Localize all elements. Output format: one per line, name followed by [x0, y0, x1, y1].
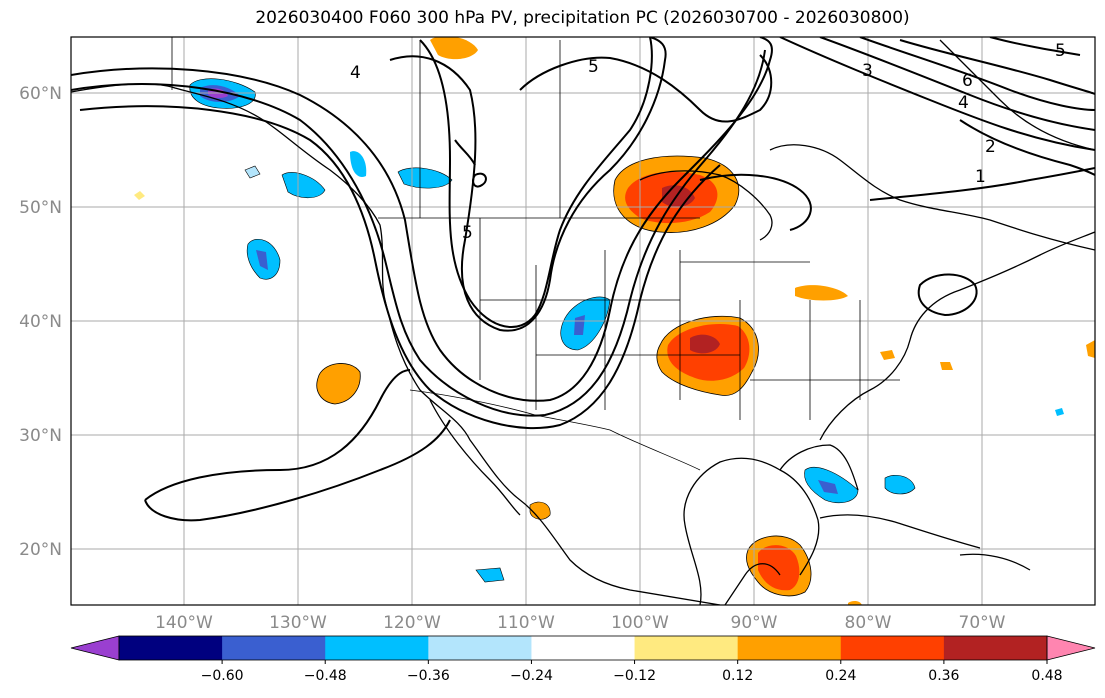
colorbar-extend-low — [70, 635, 120, 661]
contour-label: 4 — [350, 63, 361, 83]
precip-anomaly-positive — [316, 363, 361, 405]
longitude-labels: 140°W 130°W 120°W 110°W 100°W 90°W 80°W … — [155, 613, 1006, 633]
gridlines — [71, 37, 1095, 605]
precip-anomaly-negative — [350, 151, 367, 177]
contour-label: 1 — [975, 167, 986, 187]
contour-label: 4 — [958, 93, 969, 113]
lat-label: 40°N — [19, 312, 62, 332]
precip-shading — [134, 37, 1095, 605]
colorbar-swatch — [840, 636, 945, 660]
colorbar-tick-label: 0.24 — [825, 668, 856, 684]
colorbar-tick-label: −0.48 — [304, 668, 347, 684]
coastlines — [71, 39, 1095, 605]
lat-label: 30°N — [19, 426, 62, 446]
precip-anomaly-positive — [795, 285, 848, 301]
precip-anomaly-negative — [818, 480, 838, 494]
precip-anomaly-positive — [758, 545, 800, 591]
contour-label: 5 — [588, 57, 599, 77]
colorbar-swatch — [943, 636, 1048, 660]
colorbar-tick-label: −0.60 — [201, 668, 244, 684]
precip-anomaly-negative — [475, 567, 505, 583]
precip-anomaly-negative — [1055, 408, 1064, 416]
lon-label: 100°W — [611, 613, 669, 633]
colorbar-tick-label: −0.24 — [510, 668, 553, 684]
colorbar-swatch — [325, 636, 429, 660]
colorbar-swatch — [634, 636, 739, 660]
contour-label-group: 4 5 5 6 4 3 2 1 5 — [350, 41, 1066, 243]
precip-anomaly-positive — [880, 350, 895, 360]
contour-label: 3 — [862, 61, 873, 81]
lon-label: 90°W — [731, 613, 778, 633]
lat-label: 60°N — [19, 84, 62, 104]
lon-label: 140°W — [155, 613, 213, 633]
precip-anomaly-positive — [430, 37, 478, 60]
precip-anomaly-positive — [134, 191, 145, 200]
colorbar: −0.60 −0.48 −0.36 −0.24 −0.12 0.12 0.24 0.36 0.4… — [70, 635, 1096, 684]
pv-contours — [71, 37, 1095, 522]
precip-anomaly-negative — [884, 475, 916, 495]
colorbar-swatch — [737, 636, 842, 660]
contour-label: 2 — [985, 137, 996, 157]
map-title: 2026030400 F060 300 hPa PV, precipitatio… — [255, 8, 910, 28]
precip-anomaly-negative — [256, 250, 268, 270]
political-borders — [171, 37, 900, 471]
colorbar-tick-label: −0.12 — [613, 668, 656, 684]
lat-label: 20°N — [19, 540, 62, 560]
lon-label: 130°W — [269, 613, 327, 633]
colorbar-extend-high — [1046, 635, 1096, 661]
contour-label: 5 — [462, 223, 473, 243]
lon-label: 80°W — [845, 613, 892, 633]
lon-label: 120°W — [383, 613, 441, 633]
precip-anomaly-positive — [529, 501, 551, 520]
contour-label: 5 — [1055, 41, 1066, 61]
colorbar-tick-label: 0.48 — [1031, 668, 1062, 684]
colorbar-tick-label: 0.12 — [722, 668, 753, 684]
colorbar-tick-label: 0.36 — [928, 668, 959, 684]
colorbar-swatch — [119, 636, 223, 660]
precip-anomaly-negative — [244, 165, 261, 179]
precip-anomaly-positive — [1086, 340, 1095, 358]
precip-anomaly-positive — [940, 362, 953, 370]
lon-label: 110°W — [497, 613, 555, 633]
colorbar-tick-label: −0.36 — [407, 668, 450, 684]
colorbar-swatch — [428, 636, 532, 660]
colorbar-swatch — [222, 636, 326, 660]
precip-anomaly-negative — [574, 315, 585, 335]
colorbar-frame — [118, 635, 1048, 661]
lat-label: 50°N — [19, 198, 62, 218]
contour-label: 6 — [962, 71, 973, 91]
precip-anomaly-positive — [848, 600, 862, 605]
colorbar-swatch — [531, 636, 636, 660]
precip-anomaly-negative — [560, 296, 611, 351]
precip-anomaly-negative — [281, 172, 326, 199]
lon-label: 70°W — [959, 613, 1006, 633]
latitude-labels: 60°N 50°N 40°N 30°N 20°N — [19, 84, 62, 560]
map-frame — [70, 36, 1096, 606]
precip-anomaly-positive — [690, 334, 720, 354]
